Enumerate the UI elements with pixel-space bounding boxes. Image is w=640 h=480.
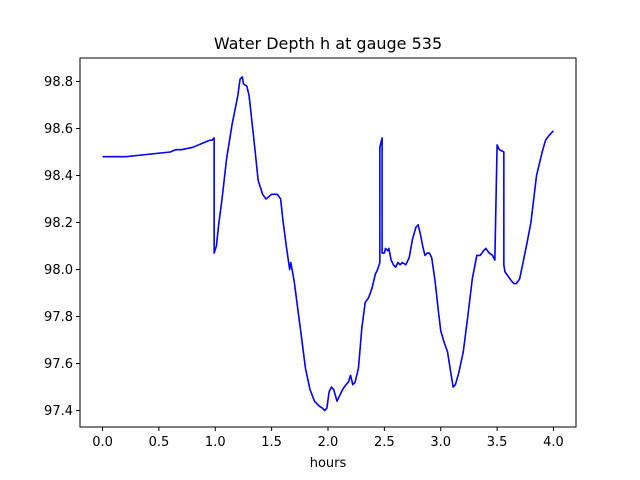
x-axis-label: hours <box>310 456 347 471</box>
chart-title: Water Depth h at gauge 535 <box>214 34 442 53</box>
y-tick-label: 98.0 <box>44 263 73 278</box>
x-tick-label: 0.0 <box>92 435 113 450</box>
y-tick-label: 98.4 <box>44 169 73 184</box>
y-tick-label: 97.8 <box>44 310 73 325</box>
x-tick-label: 2.5 <box>374 435 395 450</box>
y-tick-label: 98.2 <box>44 216 73 231</box>
x-tick-label: 3.0 <box>430 435 451 450</box>
y-axis-ticks: 97.4 97.6 97.8 98.0 98.2 98.4 98.6 98.8 <box>44 75 80 419</box>
x-tick-label: 1.0 <box>205 435 226 450</box>
x-tick-label: 1.5 <box>261 435 282 450</box>
y-tick-label: 98.6 <box>44 122 73 137</box>
y-tick-label: 98.8 <box>44 75 73 90</box>
y-tick-label: 97.4 <box>44 404 73 419</box>
x-tick-label: 2.0 <box>318 435 339 450</box>
x-tick-label: 3.5 <box>487 435 508 450</box>
x-tick-label: 4.0 <box>543 435 564 450</box>
series-line-0 <box>102 76 555 412</box>
x-tick-label: 0.5 <box>149 435 170 450</box>
y-tick-label: 97.6 <box>44 357 73 372</box>
x-axis-ticks: 0.0 0.5 1.0 1.5 2.0 2.5 3.0 3.5 4.0 <box>92 427 564 450</box>
